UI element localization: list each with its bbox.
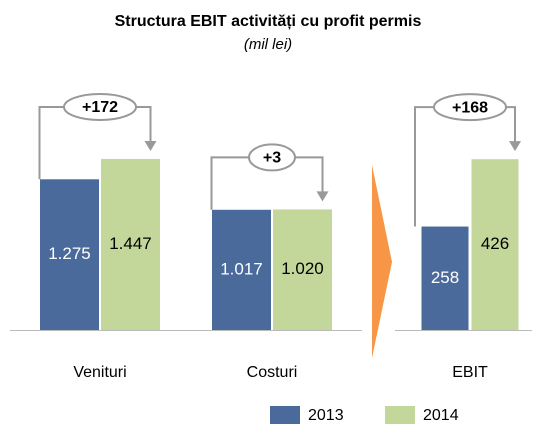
value-label: 1.017 [220,259,263,278]
x-tick-label: Costuri [247,364,298,381]
annotation-badge [248,143,296,172]
annotation-arrowhead [509,141,521,152]
legend-swatch [385,406,415,424]
bar [40,179,99,330]
bar [273,209,332,330]
value-label: 1.275 [48,244,91,263]
x-tick-label: Venituri [73,364,126,381]
x-tick-label: EBIT [452,364,488,381]
value-label: 426 [481,234,509,253]
annotation-arrowhead [144,140,157,151]
annotation: +168 [452,99,488,116]
annotation-arrowhead [316,191,329,202]
chart-subtitle: (mil lei) [244,36,292,53]
value-label: 1.020 [281,259,324,278]
value-label: 1.447 [109,234,152,253]
flow-arrow [372,165,392,358]
annotation-badge [433,93,507,122]
annotation-badge [63,92,137,121]
chart-title: Structura EBIT activități cu profit perm… [115,13,422,30]
bar [212,209,271,330]
legend-swatch [270,406,300,424]
bar [421,226,469,330]
value-label: 258 [431,268,459,287]
bar [101,158,160,330]
bar [471,159,519,330]
legend-label: 2013 [308,407,344,424]
legend-label: 2014 [423,407,459,424]
annotation: +172 [82,99,118,116]
annotation: +3 [263,150,281,167]
